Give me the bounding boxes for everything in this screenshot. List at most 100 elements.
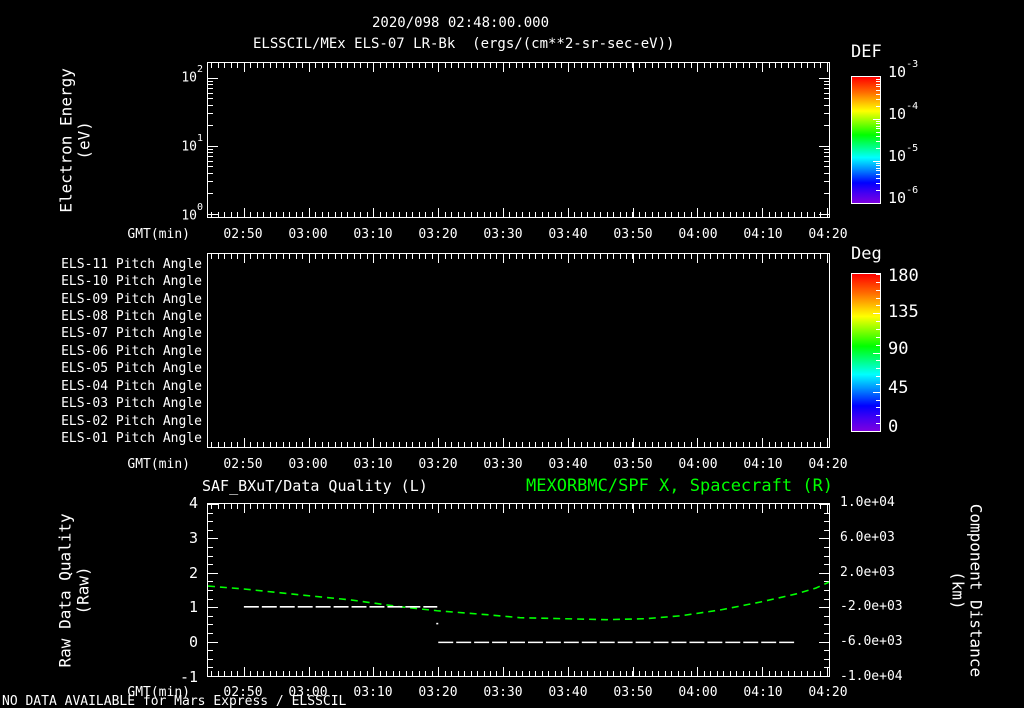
x-tick-label: 04:20: [808, 457, 848, 472]
x-tick-label: 03:20: [418, 457, 458, 472]
axis-ticks: [208, 63, 829, 217]
x-tick-label: 03:30: [483, 685, 523, 700]
colorbar-tick-label: 45: [888, 378, 909, 398]
y-tick-label: 6.0e+03: [840, 530, 895, 545]
raw-quality-axis-units: (Raw): [74, 566, 93, 615]
deg-colorbar: [851, 273, 881, 432]
y-tick-label: -2.0e+03: [840, 599, 903, 614]
page-subtitle: ELSSCIL/MEx ELS-07 LR-Bk (ergs/(cm**2-sr…: [253, 36, 675, 52]
pitch-row-label: ELS-05 Pitch Angle: [61, 361, 202, 376]
energy-axis-label: Electron Energy (eV): [56, 40, 95, 240]
y-tick-label: 0: [188, 633, 198, 651]
colorbar-tick-label: 135: [888, 302, 919, 322]
component-distance-axis-label: Component Distance (km): [948, 480, 985, 700]
x-tick-label: 04:20: [808, 227, 848, 242]
x-tick-label: 03:20: [418, 685, 458, 700]
pitch-row-label: ELS-07 Pitch Angle: [61, 326, 202, 341]
x-tick-label: 04:10: [743, 685, 783, 700]
pitch-row-label: ELS-08 Pitch Angle: [61, 309, 202, 324]
x-tick-label: 03:50: [613, 227, 653, 242]
raw-quality-axis-label: Raw Data Quality (Raw): [55, 490, 94, 690]
x-tick-label: 02:50: [223, 685, 263, 700]
x-tick-label: 03:10: [353, 685, 393, 700]
component-distance-axis-text: Component Distance: [966, 503, 986, 678]
axis-ticks: [208, 254, 829, 447]
component-distance-axis-units: (km): [948, 571, 967, 610]
page-title: 2020/098 02:48:00.000: [372, 15, 550, 31]
y-tick-label: 101: [181, 133, 203, 155]
x-tick-label: 03:00: [288, 227, 328, 242]
axis-ticks: [208, 63, 829, 217]
x-tick-label: 04:10: [743, 457, 783, 472]
y-tick-label: -1.0e+04: [840, 669, 903, 684]
x-tick-label: 03:30: [483, 457, 523, 472]
quality-distance-plot: [208, 581, 829, 644]
x-tick-label: 04:20: [808, 685, 848, 700]
colorbar-tick-label: 0: [888, 417, 899, 437]
def-colorbar: [851, 76, 881, 204]
energy-axis-units: (eV): [75, 121, 94, 160]
energy-axis-label-text: Electron Energy: [56, 68, 76, 213]
axis-ticks: [208, 63, 829, 217]
pitch-row-label: ELS-02 Pitch Angle: [61, 414, 202, 429]
y-tick-label: 2: [188, 564, 198, 582]
y-tick-label: 102: [181, 64, 203, 86]
y-tick-label: 3: [188, 529, 198, 547]
colorbar-ticks: [852, 77, 880, 203]
y-tick-label: -6.0e+03: [840, 634, 903, 649]
gmt-axis-label: GMT(min): [127, 227, 190, 242]
x-tick-label: 04:10: [743, 227, 783, 242]
x-tick-label: 03:10: [353, 457, 393, 472]
colorbar-tick-label: 90: [888, 339, 909, 359]
y-tick-label: 1.0e+04: [840, 495, 895, 510]
distance-series-title: MEXORBMC/SPF X, Spacecraft (R): [526, 476, 834, 496]
x-tick-label: 03:50: [613, 685, 653, 700]
status-message: NO DATA AVAILABLE for Mars Express / ELS…: [2, 694, 347, 708]
x-tick-label: 02:50: [223, 227, 263, 242]
energy-spectrogram-panel: [207, 62, 830, 218]
x-tick-label: 04:00: [678, 227, 718, 242]
x-tick-label: 03:50: [613, 457, 653, 472]
axis-ticks: [208, 63, 829, 217]
x-tick-label: 03:10: [353, 227, 393, 242]
colorbar-tick-label: 180: [888, 266, 919, 286]
x-tick-label: 03:40: [548, 457, 588, 472]
axis-ticks: [208, 254, 829, 447]
y-tick-label: -1: [179, 668, 198, 686]
colorbar-tick-label: 10-6: [888, 185, 919, 207]
colorbar-tick-label: 10-5: [888, 143, 919, 165]
x-tick-label: 04:00: [678, 685, 718, 700]
x-tick-label: 02:50: [223, 457, 263, 472]
def-colorbar-title: DEF: [851, 42, 882, 62]
y-tick-label: 1: [188, 598, 198, 616]
deg-colorbar-title: Deg: [851, 244, 882, 264]
raw-quality-axis-text: Raw Data Quality: [55, 513, 75, 668]
pitch-row-label: ELS-03 Pitch Angle: [61, 396, 202, 411]
y-tick-label: 4: [188, 494, 198, 512]
colorbar-tick-label: 10-3: [888, 59, 919, 81]
gmt-axis-label: GMT(min): [127, 685, 190, 700]
y-tick-label: 100: [181, 202, 203, 224]
colorbar-ticks: [852, 274, 880, 431]
x-tick-label: 03:40: [548, 685, 588, 700]
gmt-axis-label: GMT(min): [127, 457, 190, 472]
pitch-row-label: ELS-06 Pitch Angle: [61, 344, 202, 359]
pitch-row-label: ELS-10 Pitch Angle: [61, 274, 202, 289]
x-tick-label: 03:20: [418, 227, 458, 242]
pitch-row-label: ELS-09 Pitch Angle: [61, 292, 202, 307]
pitch-angle-panel: [207, 253, 830, 448]
pitch-row-label: ELS-01 Pitch Angle: [61, 431, 202, 446]
quality-series-title: SAF_BXuT/Data Quality (L): [202, 477, 428, 495]
x-tick-label: 03:40: [548, 227, 588, 242]
colorbar-tick-label: 10-4: [888, 101, 919, 123]
distance-curve: [208, 581, 829, 621]
pitch-row-label: ELS-11 Pitch Angle: [61, 257, 202, 272]
quality-distance-panel: [207, 503, 830, 677]
x-tick-label: 03:00: [288, 685, 328, 700]
x-tick-label: 04:00: [678, 457, 718, 472]
x-tick-label: 03:30: [483, 227, 523, 242]
pitch-row-label: ELS-04 Pitch Angle: [61, 379, 202, 394]
x-tick-label: 03:00: [288, 457, 328, 472]
y-tick-label: 2.0e+03: [840, 565, 895, 580]
